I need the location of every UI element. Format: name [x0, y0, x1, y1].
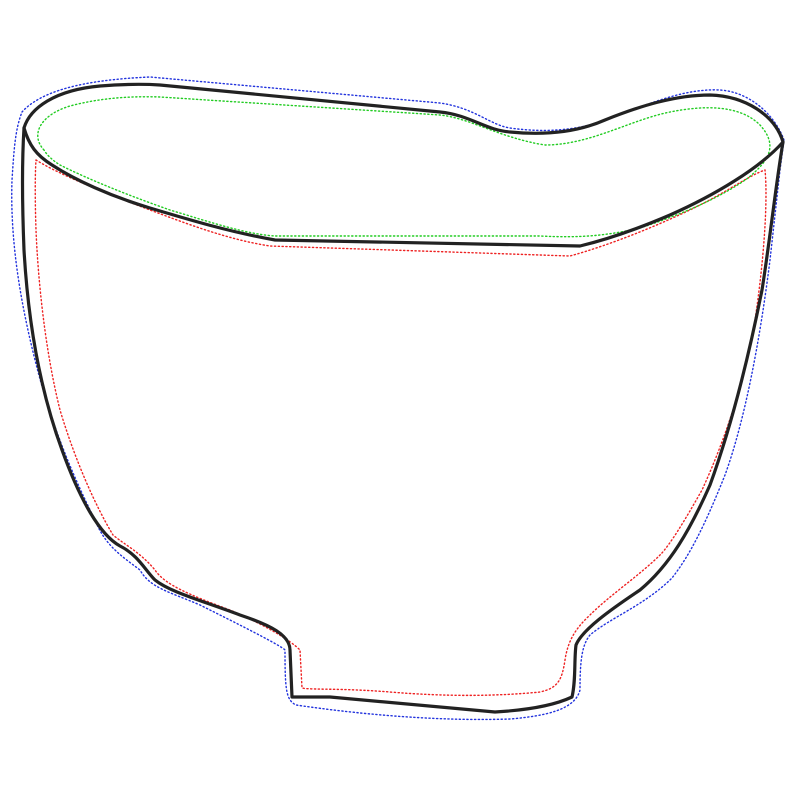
outer-silhouette-contour — [11, 76, 785, 721]
rim-opening-contour — [37, 96, 771, 238]
inner-wall-contour — [34, 159, 767, 697]
bowl-body-outline — [20, 126, 785, 714]
rim-ellipse-outline — [22, 82, 785, 248]
